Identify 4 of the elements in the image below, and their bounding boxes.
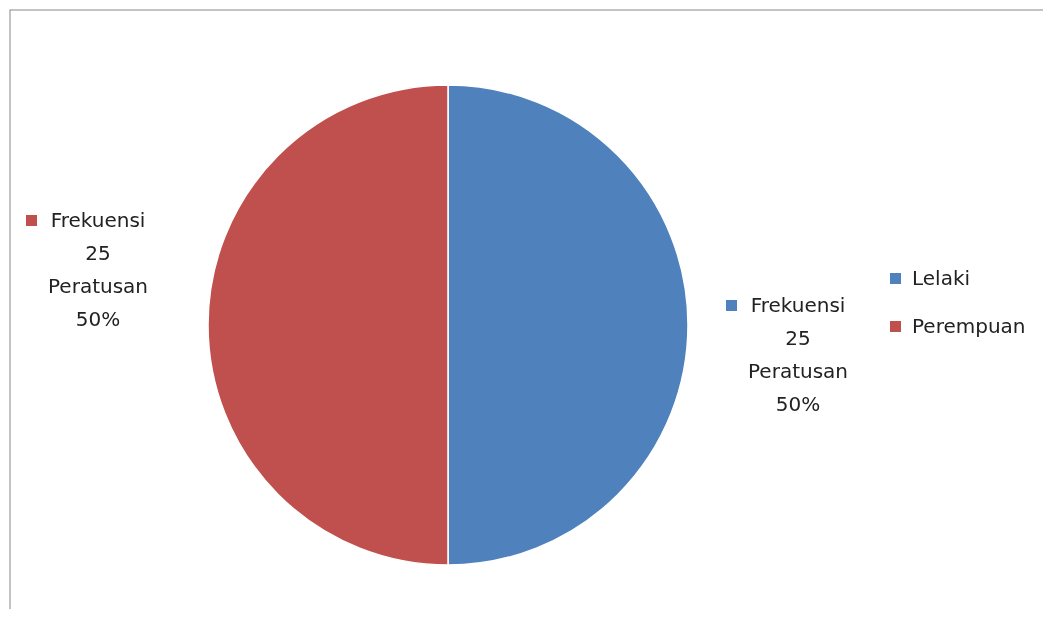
data-label: Frekuensi 25 Peratusan 50% xyxy=(48,208,148,331)
data-label: Frekuensi 25 Peratusan 50% xyxy=(748,293,848,416)
legend-label: Perempuan xyxy=(912,314,1026,338)
legend-label: Lelaki xyxy=(912,266,971,290)
